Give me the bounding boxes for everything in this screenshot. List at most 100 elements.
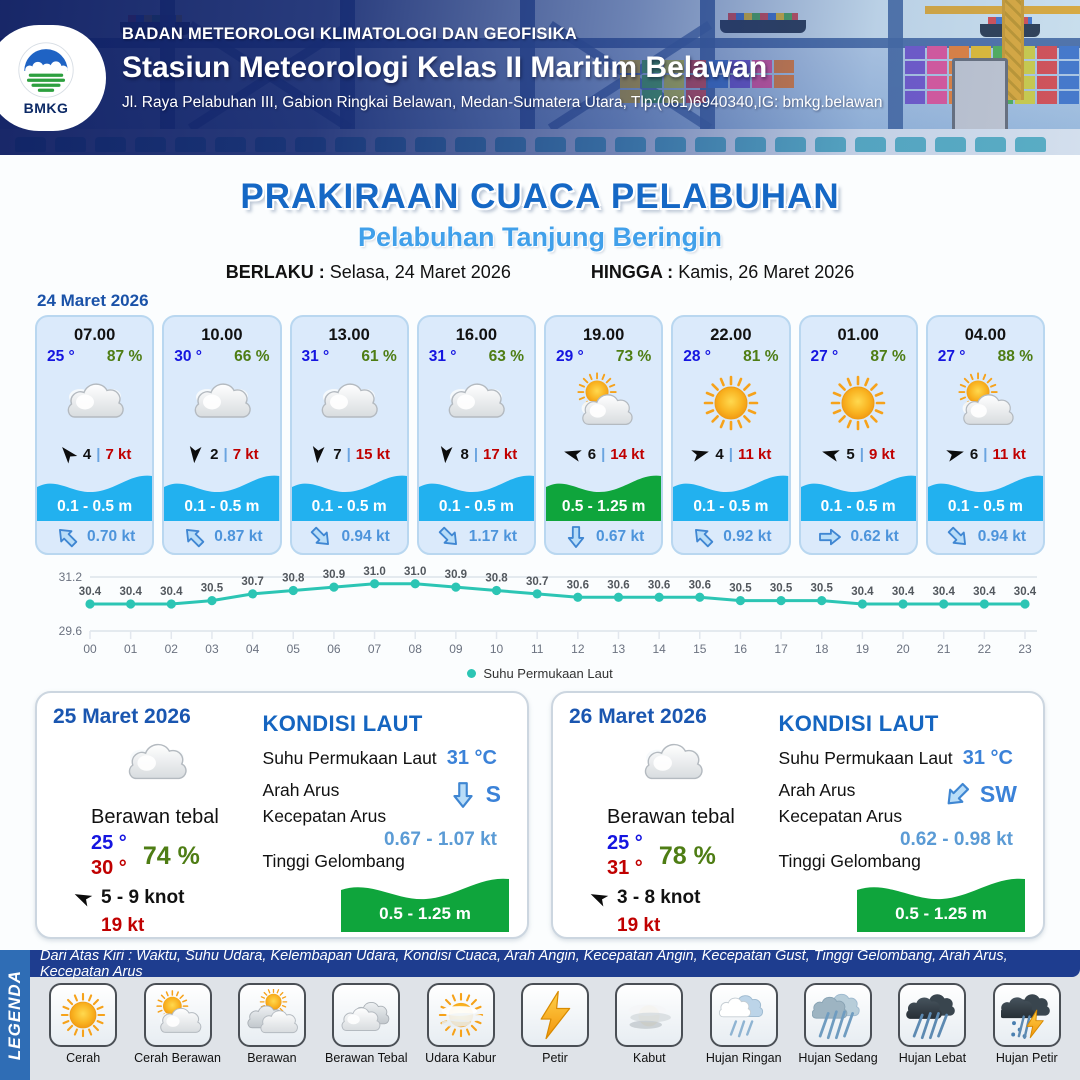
gust-separator: | bbox=[859, 445, 864, 463]
hingga-value: Kamis, 26 Maret 2026 bbox=[678, 262, 855, 282]
hourly-forecast-card: 04.00 27 ° 88 % 6 | 11 kt 0.1 - 0.5 m 0.… bbox=[925, 315, 1045, 555]
gust-separator: | bbox=[728, 445, 733, 463]
svg-text:12: 12 bbox=[571, 642, 585, 656]
legend-series-label: Suhu Permukaan Laut bbox=[483, 666, 613, 681]
current-direction-value: SW bbox=[979, 781, 1017, 807]
svg-text:30.6: 30.6 bbox=[689, 579, 711, 591]
legend-item: Berawan bbox=[226, 983, 318, 1065]
svg-text:30.7: 30.7 bbox=[241, 576, 263, 588]
daily-forecast-card: 25 Maret 2026 Berawan tebal 25 ° 30 ° 74… bbox=[35, 691, 529, 939]
legend-item-label: Cerah bbox=[66, 1051, 101, 1065]
sst-label: Suhu Permukaan Laut bbox=[262, 748, 437, 768]
svg-text:04: 04 bbox=[246, 642, 260, 656]
wave-height-band: 0.1 - 0.5 m bbox=[418, 469, 534, 521]
wind-speed: 7 bbox=[333, 445, 342, 463]
svg-text:09: 09 bbox=[449, 642, 463, 656]
gust-speed: 11 kt bbox=[737, 445, 772, 463]
forecast-time: 04.00 bbox=[964, 326, 1007, 344]
wave-height-band: 0.1 - 0.5 m bbox=[927, 469, 1043, 521]
weather-icon bbox=[928, 368, 1043, 438]
svg-text:21: 21 bbox=[937, 642, 951, 656]
svg-text:30.4: 30.4 bbox=[79, 586, 102, 598]
legend-weather-icon bbox=[804, 983, 873, 1047]
hourly-forecast-row: 07.00 25 ° 87 % 4 | 7 kt 0.1 - 0.5 m 0.7… bbox=[35, 315, 1045, 555]
gust-separator: | bbox=[983, 445, 988, 463]
current-speed: 0.67 kt bbox=[595, 528, 645, 545]
svg-text:30.4: 30.4 bbox=[851, 586, 874, 598]
current-direction-icon bbox=[817, 527, 843, 547]
humidity: 87 % bbox=[870, 348, 906, 365]
legend-weather-icon bbox=[332, 983, 401, 1047]
humidity: 74 % bbox=[142, 841, 200, 870]
hingga-label: HINGGA : bbox=[590, 262, 674, 282]
forecast-time: 19.00 bbox=[582, 326, 625, 344]
svg-text:22: 22 bbox=[978, 642, 992, 656]
wave-height: 0.1 - 0.5 m bbox=[311, 498, 387, 515]
forecast-time: 01.00 bbox=[837, 326, 879, 344]
forecast-day-label: 24 Maret 2026 bbox=[37, 291, 149, 310]
wind-direction-icon bbox=[54, 440, 82, 468]
temp-max: 31 ° bbox=[607, 857, 643, 879]
wind-direction-icon bbox=[307, 443, 329, 465]
current-direction-value: S bbox=[485, 781, 501, 807]
weather-icon bbox=[801, 368, 916, 438]
sst-label: Suhu Permukaan Laut bbox=[778, 748, 953, 768]
hourly-forecast-card: 16.00 31 ° 63 % 8 | 17 kt 0.1 - 0.5 m 1.… bbox=[416, 315, 536, 555]
wind-speed: 6 bbox=[587, 445, 597, 463]
humidity: 61 % bbox=[361, 348, 397, 365]
forecast-time: 07.00 bbox=[73, 326, 116, 344]
legend-item-label: Hujan Ringan bbox=[705, 1051, 782, 1065]
legend-item: Udara Kabur bbox=[415, 983, 507, 1065]
legend-weather-icon bbox=[709, 983, 778, 1047]
svg-text:30.4: 30.4 bbox=[933, 586, 956, 598]
current-direction-icon bbox=[941, 521, 974, 554]
current-speed-value: 0.62 - 0.98 kt bbox=[899, 829, 1013, 850]
svg-text:05: 05 bbox=[287, 642, 301, 656]
daily-forecast-row: 25 Maret 2026 Berawan tebal 25 ° 30 ° 74… bbox=[35, 691, 1045, 939]
gust-separator: | bbox=[601, 445, 606, 463]
station-name: Stasiun Meteorologi Kelas II Maritim Bel… bbox=[122, 51, 768, 84]
wave-height-band: 0.1 - 0.5 m bbox=[291, 469, 407, 521]
svg-text:30.7: 30.7 bbox=[526, 576, 548, 588]
svg-text:31.2: 31.2 bbox=[59, 570, 83, 584]
berlaku-value: Selasa, 24 Maret 2026 bbox=[329, 262, 511, 282]
air-temperature: 27 ° bbox=[810, 348, 839, 365]
bmkg-logo-text: BMKG bbox=[23, 99, 69, 116]
svg-text:30.5: 30.5 bbox=[729, 583, 752, 595]
wave-height-badge: 0.5 - 1.25 m bbox=[856, 874, 1025, 932]
air-temperature: 27 ° bbox=[937, 348, 966, 365]
bmkg-logo: BMKG bbox=[0, 25, 106, 131]
legend-weather-icon bbox=[898, 983, 967, 1047]
air-temperature: 31 ° bbox=[428, 348, 457, 365]
svg-text:30.4: 30.4 bbox=[892, 586, 915, 598]
svg-text:30.9: 30.9 bbox=[445, 569, 467, 581]
wave-height-band: 0.1 - 0.5 m bbox=[673, 469, 789, 521]
weather-condition: Berawan tebal bbox=[91, 806, 219, 828]
gust-speed: 15 kt bbox=[355, 445, 390, 463]
current-direction-label: Arah Arus bbox=[262, 780, 340, 800]
svg-text:23: 23 bbox=[1018, 642, 1032, 656]
wave-height: 0.1 - 0.5 m bbox=[438, 498, 514, 515]
wind-speed: 4 bbox=[715, 445, 724, 463]
svg-text:18: 18 bbox=[815, 642, 829, 656]
svg-text:08: 08 bbox=[409, 642, 423, 656]
humidity: 88 % bbox=[997, 348, 1033, 365]
agency-name: BADAN METEOROLOGI KLIMATOLOGI DAN GEOFIS… bbox=[122, 25, 578, 43]
humidity: 66 % bbox=[234, 348, 270, 365]
legend-item-label: Hujan Sedang bbox=[798, 1051, 878, 1065]
hourly-forecast-card: 01.00 27 ° 87 % 5 | 9 kt 0.1 - 0.5 m 0.6… bbox=[798, 315, 918, 555]
weather-icon bbox=[419, 368, 534, 438]
wave-height-band: 0.1 - 0.5 m bbox=[164, 469, 280, 521]
wave-height: 0.5 - 1.25 m bbox=[561, 498, 646, 515]
page-title: PRAKIRAAN CUACA PELABUHAN bbox=[240, 177, 840, 216]
air-temperature: 25 ° bbox=[47, 348, 75, 365]
legend-strip-title: LEGENDA bbox=[5, 969, 24, 1061]
current-speed-label: Kecepatan Arus bbox=[262, 806, 387, 826]
humidity: 87 % bbox=[106, 348, 143, 365]
svg-text:30.5: 30.5 bbox=[201, 583, 224, 595]
humidity: 63 % bbox=[488, 348, 524, 365]
weather-icon bbox=[292, 368, 407, 438]
legend-note: Dari Atas Kiri : Waktu, Suhu Udara, Kele… bbox=[30, 948, 1080, 980]
legend-weather-icon bbox=[49, 983, 118, 1047]
legend-weather-icon bbox=[615, 983, 684, 1047]
